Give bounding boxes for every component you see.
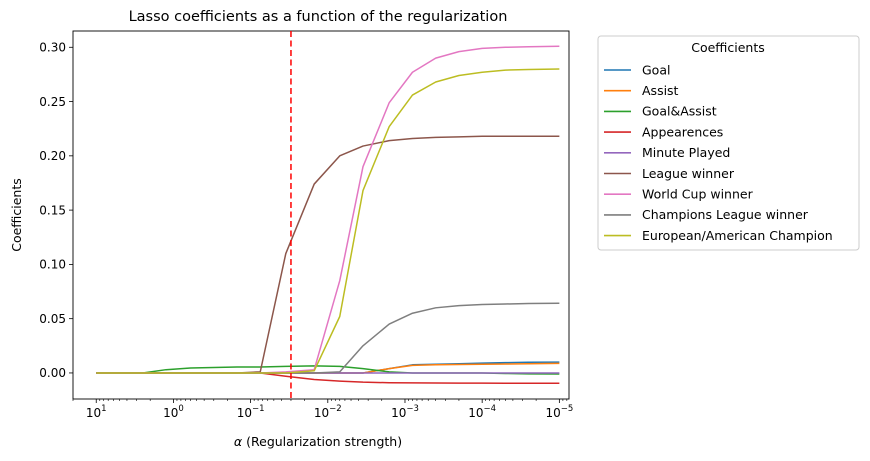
legend-label: Goal&Assist: [642, 104, 717, 119]
series-line-8: [96, 68, 560, 374]
x-tick-label: 100: [163, 404, 184, 420]
legend-label: Champions League winner: [642, 207, 809, 222]
series-line-6: [96, 45, 560, 374]
y-tick-label: 0.15: [39, 203, 66, 217]
chart-title: Lasso coefficients as a function of the …: [129, 9, 508, 25]
legend-label: Goal: [642, 62, 670, 77]
legend-title: Coefficients: [691, 40, 765, 55]
legend-items: Goal Assist Goal&Assist Appearences Minute P…: [604, 62, 833, 243]
legend-label: Appearences: [642, 124, 723, 139]
y-tick-label: 0.30: [39, 40, 66, 54]
legend-label: League winner: [642, 166, 735, 181]
series-line-5: [96, 135, 560, 374]
y-tick-label: 0.20: [39, 149, 66, 163]
x-axis-ticks: 101 100 10−1 10−2 10−3 10−4 10−5: [72, 399, 573, 420]
legend-box: [597, 35, 860, 251]
legend-label: Assist: [642, 83, 679, 98]
y-tick-label: 0.25: [39, 95, 66, 109]
y-axis-ticks: 0.00 0.05 0.10 0.15 0.20 0.25 0.30: [39, 40, 73, 380]
x-tick-label: 10−1: [237, 404, 265, 420]
legend: Coefficients Goal Assist Goal&Assist Appear…: [597, 35, 860, 251]
series-line-1: [96, 362, 560, 374]
x-tick-label: 10−4: [468, 404, 496, 420]
y-tick-label: 0.05: [39, 312, 66, 326]
x-axis-label: α (Regularization strength): [234, 434, 402, 449]
legend-label: European/American Champion: [642, 228, 833, 243]
legend-label: World Cup winner: [642, 187, 754, 202]
x-tick-label: 101: [86, 404, 107, 420]
series-lines: [96, 31, 560, 399]
legend-label: Minute Played: [642, 145, 730, 160]
x-tick-label: 10−3: [391, 404, 419, 420]
series-line-3: [96, 372, 560, 385]
x-tick-label: 10−5: [545, 404, 573, 420]
plot-area: 101 100 10−1 10−2 10−3 10−4 10−5 0.000.050.100…: [39, 30, 573, 420]
x-tick-label: 10−2: [314, 404, 342, 420]
y-axis-label: Coefficients: [9, 178, 24, 252]
plot-frame: [72, 30, 570, 400]
y-tick-label: 0.00: [39, 366, 66, 380]
y-tick-label: 0.10: [39, 258, 66, 272]
